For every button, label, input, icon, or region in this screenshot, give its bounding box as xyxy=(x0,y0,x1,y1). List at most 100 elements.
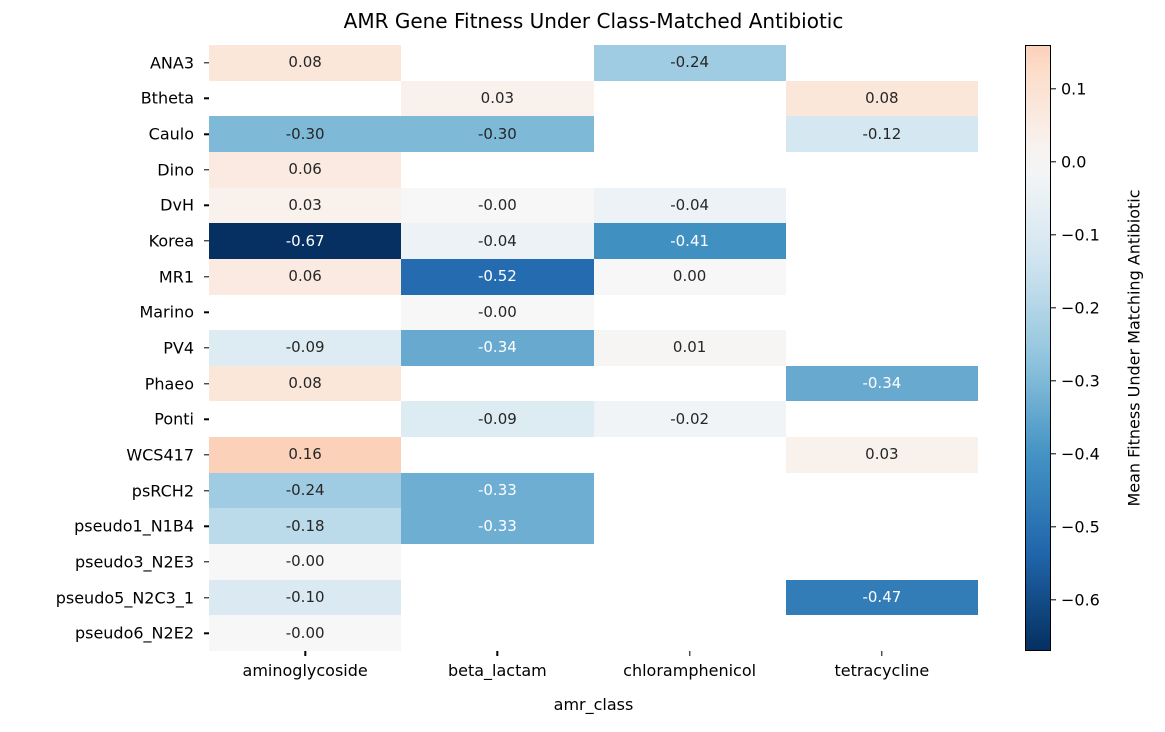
cell-value: -0.33 xyxy=(477,481,517,500)
cell-value: 0.03 xyxy=(480,88,515,107)
heatmap-cell xyxy=(209,80,402,117)
heatmap-cell xyxy=(401,365,594,402)
heatmap-cell xyxy=(401,544,594,580)
heatmap-cell xyxy=(401,615,594,651)
heatmap-cell: 0.03 xyxy=(209,187,402,224)
heatmap-cell: -0.34 xyxy=(401,330,594,366)
colorbar-tick-mark xyxy=(1051,88,1056,90)
cell-value: 0.08 xyxy=(865,88,899,107)
heatmap-cell xyxy=(785,615,978,651)
heatmap-cell xyxy=(593,151,786,188)
heatmap-cell: -0.67 xyxy=(209,223,402,259)
heatmap-cell xyxy=(785,258,978,295)
cell-value: -0.24 xyxy=(285,481,325,500)
heatmap-cell xyxy=(593,472,786,509)
cell-value: -0.10 xyxy=(285,588,325,607)
colorbar-tick-label: −0.5 xyxy=(1061,517,1100,537)
cell-value: -0.00 xyxy=(285,623,325,642)
heatmap-cell xyxy=(785,401,978,438)
heatmap-cell xyxy=(401,437,594,473)
y-tick-mark xyxy=(204,418,209,420)
y-tick-label: psRCH2 xyxy=(131,481,194,501)
heatmap-cell xyxy=(785,294,978,331)
cell-value: -0.41 xyxy=(670,231,710,250)
cell-value: -0.09 xyxy=(285,338,325,357)
x-tick-label: tetracycline xyxy=(834,661,930,680)
heatmap-cell xyxy=(593,544,786,580)
cell-value: -0.24 xyxy=(670,53,710,72)
chart-title: AMR Gene Fitness Under Class-Matched Ant… xyxy=(343,9,844,33)
cell-value: -0.67 xyxy=(285,231,325,250)
x-tick-mark xyxy=(688,651,691,656)
colorbar-label: Mean Fitness Under Matching Antibiotic xyxy=(1124,189,1144,507)
heatmap-cell: -0.33 xyxy=(401,472,594,509)
y-tick-mark xyxy=(204,596,209,599)
heatmap-cell: -0.47 xyxy=(785,579,978,616)
y-tick-mark xyxy=(204,454,209,456)
heatmap-cell: -0.12 xyxy=(785,116,978,152)
cell-value: -0.52 xyxy=(477,267,517,286)
heatmap-cell: -0.02 xyxy=(593,401,786,438)
cell-value: -0.30 xyxy=(285,124,325,143)
y-tick-mark xyxy=(204,133,209,135)
cell-value: -0.47 xyxy=(862,588,902,607)
y-tick-mark xyxy=(204,311,209,314)
cell-value: 0.08 xyxy=(288,374,322,393)
heatmap-cell: -0.33 xyxy=(401,508,594,545)
x-tick-mark xyxy=(881,651,883,656)
heatmap-cell: -0.24 xyxy=(209,472,402,509)
heatmap-cell: -0.30 xyxy=(209,116,402,152)
cell-value: 0.16 xyxy=(288,445,322,464)
y-tick-label: ANA3 xyxy=(149,53,194,73)
heatmap-cell xyxy=(209,401,402,438)
heatmap-cell: -0.09 xyxy=(209,330,402,366)
heatmap-cell xyxy=(785,45,978,81)
cell-value: 0.03 xyxy=(288,195,322,214)
y-tick-label: MR1 xyxy=(158,267,194,287)
cell-value: 0.06 xyxy=(288,267,322,286)
y-tick-mark xyxy=(204,561,209,563)
heatmap-cell xyxy=(401,579,594,616)
heatmap-cell xyxy=(785,508,978,545)
y-tick-mark xyxy=(204,276,209,278)
heatmap-cell: 0.03 xyxy=(785,437,978,473)
heatmap-cell: 0.08 xyxy=(209,45,402,81)
cell-value: -0.02 xyxy=(670,409,710,428)
colorbar-tick-label: −0.2 xyxy=(1061,298,1100,318)
cell-value: -0.33 xyxy=(477,516,517,535)
cell-value: -0.34 xyxy=(477,338,517,357)
y-tick-label: DvH xyxy=(160,195,194,215)
x-axis-title: amr_class xyxy=(553,695,634,714)
y-tick-label: Korea xyxy=(148,231,194,251)
cell-value: -0.00 xyxy=(477,302,517,321)
y-tick-mark xyxy=(204,489,209,492)
heatmap-cell: -0.09 xyxy=(401,401,594,438)
cell-value: -0.04 xyxy=(477,231,517,250)
heatmap-cell: -0.00 xyxy=(401,294,594,331)
y-tick-label: WCS417 xyxy=(126,445,194,465)
cell-value: -0.00 xyxy=(477,195,517,214)
heatmap-cell: -0.04 xyxy=(401,223,594,259)
colorbar-tick-label: 0.0 xyxy=(1061,152,1087,172)
heatmap-cell xyxy=(593,294,786,331)
colorbar-tick-mark xyxy=(1051,453,1056,455)
cell-value: -0.12 xyxy=(862,124,902,143)
heatmap-cell xyxy=(593,508,786,545)
y-tick-label: Marino xyxy=(139,302,194,322)
x-tick-label: chloramphenicol xyxy=(623,661,757,680)
heatmap-cell xyxy=(209,294,402,331)
cell-value: -0.34 xyxy=(862,374,902,393)
heatmap-cell: -0.10 xyxy=(209,579,402,616)
heatmap-cell xyxy=(593,365,786,402)
y-tick-label: Btheta xyxy=(140,88,194,108)
colorbar-tick-mark xyxy=(1051,307,1056,309)
heatmap-cell xyxy=(785,151,978,188)
heatmap-cell xyxy=(785,472,978,509)
y-tick-mark xyxy=(204,240,209,242)
y-tick-mark xyxy=(204,525,209,527)
y-tick-label: Dino xyxy=(157,160,194,180)
heatmap-cell: -0.30 xyxy=(401,116,594,152)
heatmap-cell xyxy=(593,80,786,117)
cell-value: -0.18 xyxy=(285,516,325,535)
cell-value: -0.00 xyxy=(285,552,325,571)
